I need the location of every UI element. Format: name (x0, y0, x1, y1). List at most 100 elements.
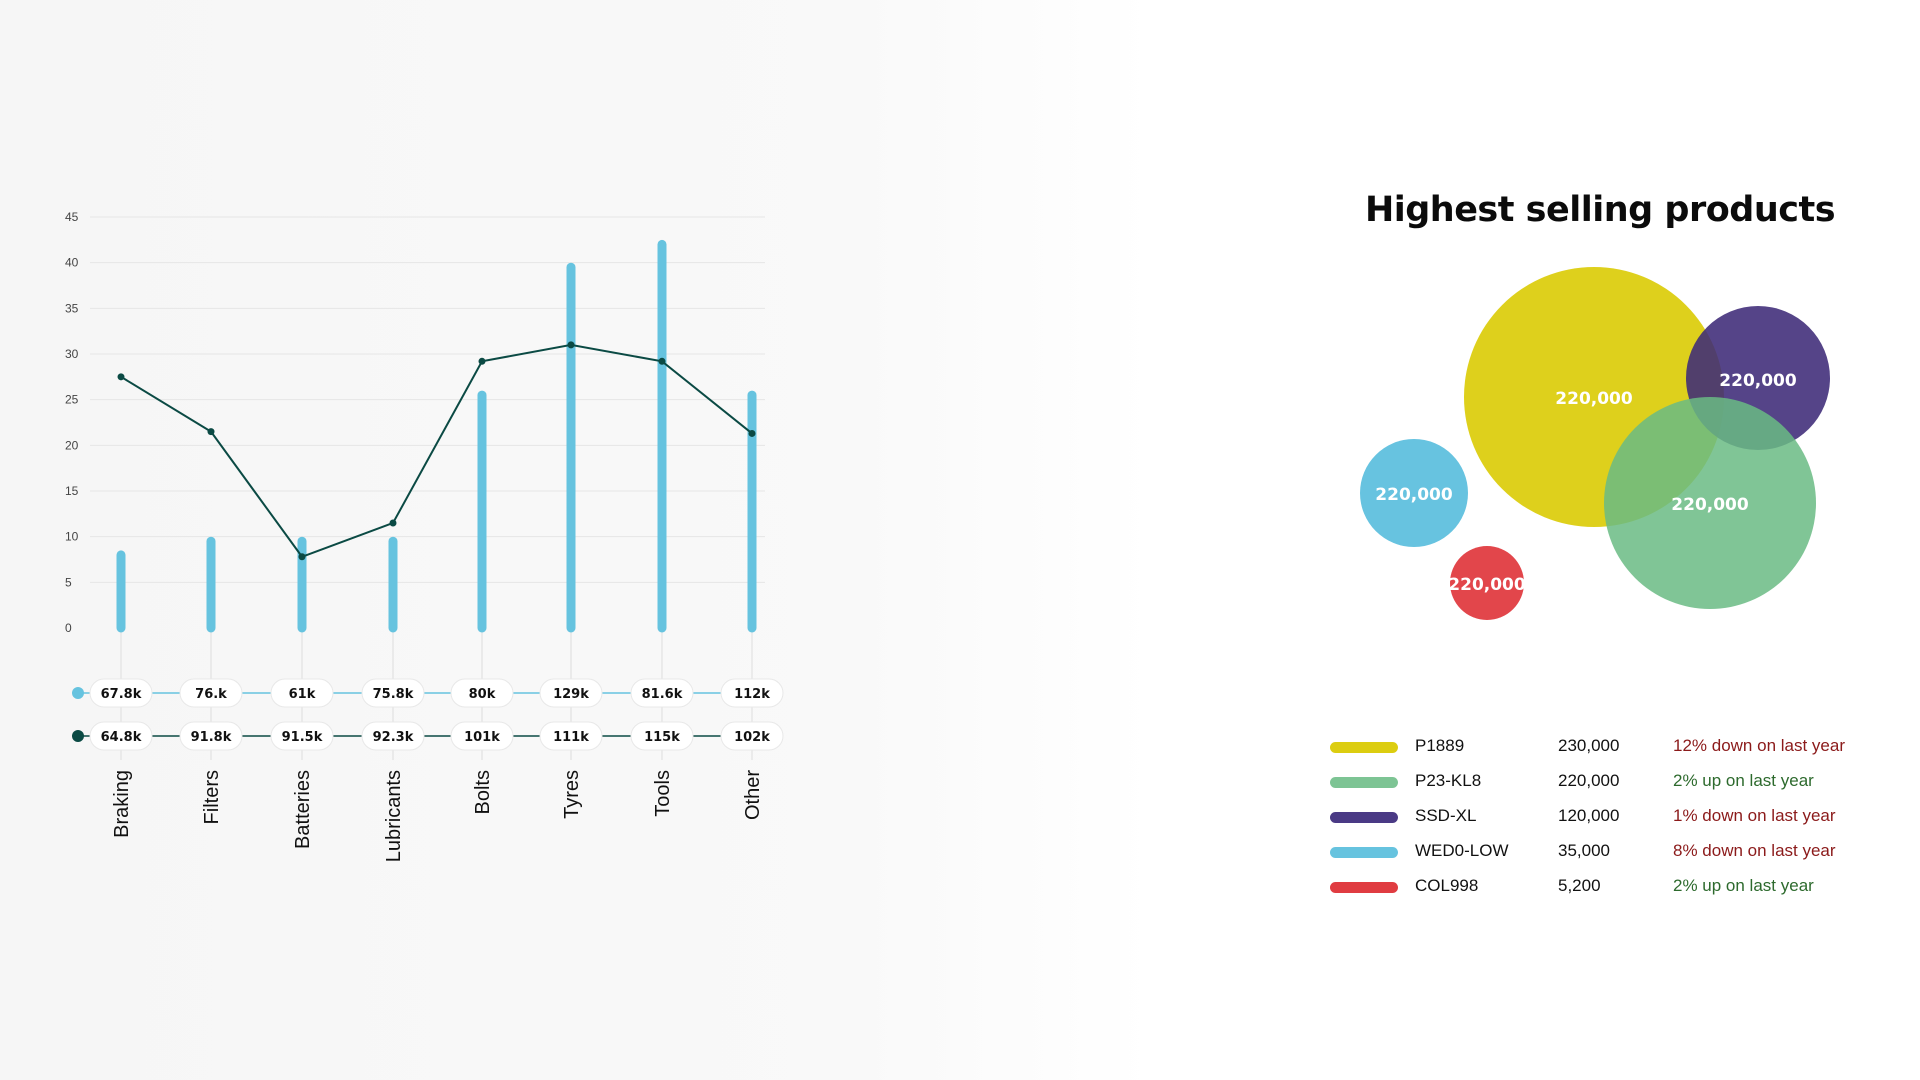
value-pill-label: 75.8k (373, 687, 414, 702)
value-pill-label: 111k (553, 730, 589, 745)
value-pill: 64.8k (89, 721, 153, 751)
legend-product-change: 8% down on last year (1673, 841, 1836, 860)
y-tick-label: 35 (65, 301, 79, 315)
line-point (658, 357, 666, 365)
line-point (389, 519, 397, 527)
bubble-chart-title: Highest selling products (1364, 190, 1836, 230)
value-pill: 92.3k (361, 721, 425, 751)
line-point (298, 553, 306, 561)
category-label: Tools (652, 770, 674, 817)
bubble-label: 220,000 (1375, 485, 1453, 505)
value-pill-label: 91.5k (282, 730, 323, 745)
legend-product-value: 5,200 (1558, 876, 1601, 895)
product-legend: P1889 230,000 12% down on last year P23-KL8… (1330, 735, 1890, 910)
line-path (120, 343, 753, 558)
value-pill: 112k (720, 678, 784, 708)
legend-product-value: 35,000 (1558, 841, 1610, 860)
value-pill: 91.5k (270, 721, 334, 751)
line-point (207, 428, 215, 436)
legend-swatch (1330, 882, 1398, 893)
legend-product-change: 2% up on last year (1673, 771, 1814, 790)
value-pill: 75.8k (361, 678, 425, 708)
y-axis-ticks: 45 40 35 30 25 20 15 10 5 0 (65, 210, 79, 635)
legend-product-value: 220,000 (1558, 771, 1620, 790)
bubble (1360, 439, 1468, 547)
value-pill: 111k (539, 721, 603, 751)
bubble (1604, 397, 1816, 609)
category-label: Bolts (472, 770, 494, 814)
value-pill-label: 67.8k (101, 687, 142, 702)
y-tick-label: 45 (65, 210, 79, 224)
y-tick-label: 20 (65, 438, 79, 452)
y-tick-label: 0 (65, 621, 72, 635)
y-tick-label: 10 (65, 530, 79, 544)
value-rows: 67.8k 76.k 61k 75.8k 80k 129k 81.6k 112k 64.8k 91… (72, 678, 784, 751)
y-tick-label: 25 (65, 393, 79, 407)
value-pill: 80k (450, 678, 514, 708)
bubble (1686, 306, 1830, 450)
y-tick-label: 15 (65, 484, 79, 498)
bubble-label: 220,000 (1448, 575, 1526, 595)
value-pill-label: 115k (644, 730, 680, 745)
y-tick-label: 40 (65, 256, 79, 270)
value-pill: 102k (720, 721, 784, 751)
line-point (567, 341, 575, 349)
line-series (117, 341, 756, 561)
value-pill-label: 92.3k (373, 730, 414, 745)
value-pill-label: 80k (469, 687, 496, 702)
y-tick-label: 5 (65, 575, 72, 589)
bubbles: 220,000 220,000 220,000 220,000 220,000 (1360, 267, 1830, 620)
bubble-label: 220,000 (1719, 371, 1797, 391)
category-labels: Braking Filters Batteries Lubricants Bolts Ty… (111, 770, 764, 863)
value-pill: 81.6k (630, 678, 694, 708)
legend-swatch (1330, 777, 1398, 788)
legend-product-name: P1889 (1415, 736, 1465, 755)
category-label: Other (742, 770, 764, 820)
value-pill-label: 61k (289, 687, 316, 702)
legend-swatch (1330, 812, 1398, 823)
legend-product-name: SSD-XL (1415, 806, 1477, 825)
legend-row: P23-KL8 220,000 2% up on last year (1330, 770, 1890, 805)
y-tick-label: 30 (65, 347, 79, 361)
value-pill-label: 81.6k (642, 687, 683, 702)
value-pill-label: 112k (734, 687, 770, 702)
legend-row: WED0-LOW 35,000 8% down on last year (1330, 840, 1890, 875)
bubble-label: 220,000 (1555, 389, 1633, 409)
legend-product-name: COL998 (1415, 876, 1479, 895)
value-pill: 115k (630, 721, 694, 751)
legend-product-name: P23-KL8 (1415, 771, 1482, 790)
category-label: Lubricants (383, 770, 405, 862)
legend-product-name: WED0-LOW (1415, 841, 1509, 860)
bubble (1464, 267, 1724, 527)
category-label: Batteries (292, 770, 314, 849)
line-point (117, 373, 125, 381)
category-label: Tyres (561, 770, 583, 819)
value-pill: 76.k (179, 678, 243, 708)
value-pill-label: 91.8k (191, 730, 232, 745)
value-pill: 91.8k (179, 721, 243, 751)
legend-swatch (1330, 847, 1398, 858)
value-row-marker (72, 687, 84, 699)
legend-product-value: 230,000 (1558, 736, 1620, 755)
bar-line-chart: 45 40 35 30 25 20 15 10 5 0 67.8k 76.k 61k 75.8k 80k 1… (65, 210, 784, 863)
bar-series (116, 239, 757, 633)
legend-product-change: 1% down on last year (1673, 806, 1836, 825)
chart-gridlines (90, 216, 765, 583)
line-point (748, 429, 756, 437)
legend-row: SSD-XL 120,000 1% down on last year (1330, 805, 1890, 840)
legend-product-change: 2% up on last year (1673, 876, 1814, 895)
value-pill: 129k (539, 678, 603, 708)
value-pill-label: 129k (553, 687, 589, 702)
legend-product-value: 120,000 (1558, 806, 1620, 825)
value-pill-label: 64.8k (101, 730, 142, 745)
value-pill-label: 102k (734, 730, 770, 745)
value-pill: 61k (270, 678, 334, 708)
bubble (1450, 546, 1524, 620)
legend-row: COL998 5,200 2% up on last year (1330, 875, 1890, 910)
value-pill: 101k (450, 721, 514, 751)
value-pill-label: 101k (464, 730, 500, 745)
bubble-label: 220,000 (1671, 495, 1749, 515)
category-label: Braking (111, 770, 133, 838)
legend-row: P1889 230,000 12% down on last year (1330, 735, 1890, 770)
legend-product-change: 12% down on last year (1673, 736, 1845, 755)
